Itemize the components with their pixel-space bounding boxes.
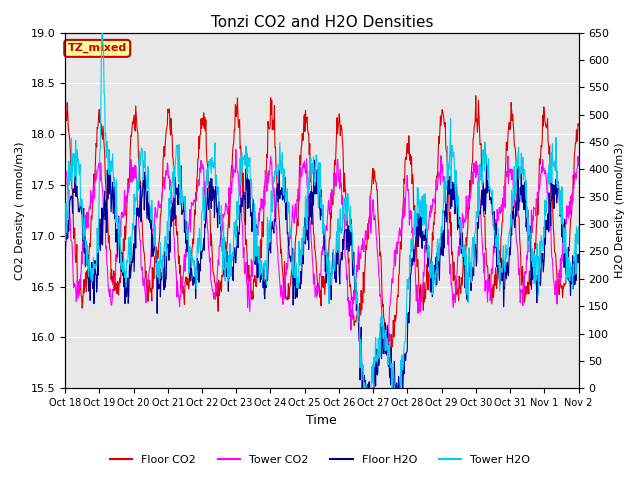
- X-axis label: Time: Time: [307, 414, 337, 427]
- Y-axis label: H2O Density (mmol/m3): H2O Density (mmol/m3): [615, 143, 625, 278]
- Text: TZ_mixed: TZ_mixed: [68, 43, 127, 53]
- Title: Tonzi CO2 and H2O Densities: Tonzi CO2 and H2O Densities: [211, 15, 433, 30]
- Legend: Floor CO2, Tower CO2, Floor H2O, Tower H2O: Floor CO2, Tower CO2, Floor H2O, Tower H…: [105, 451, 535, 469]
- Y-axis label: CO2 Density ( mmol/m3): CO2 Density ( mmol/m3): [15, 141, 25, 280]
